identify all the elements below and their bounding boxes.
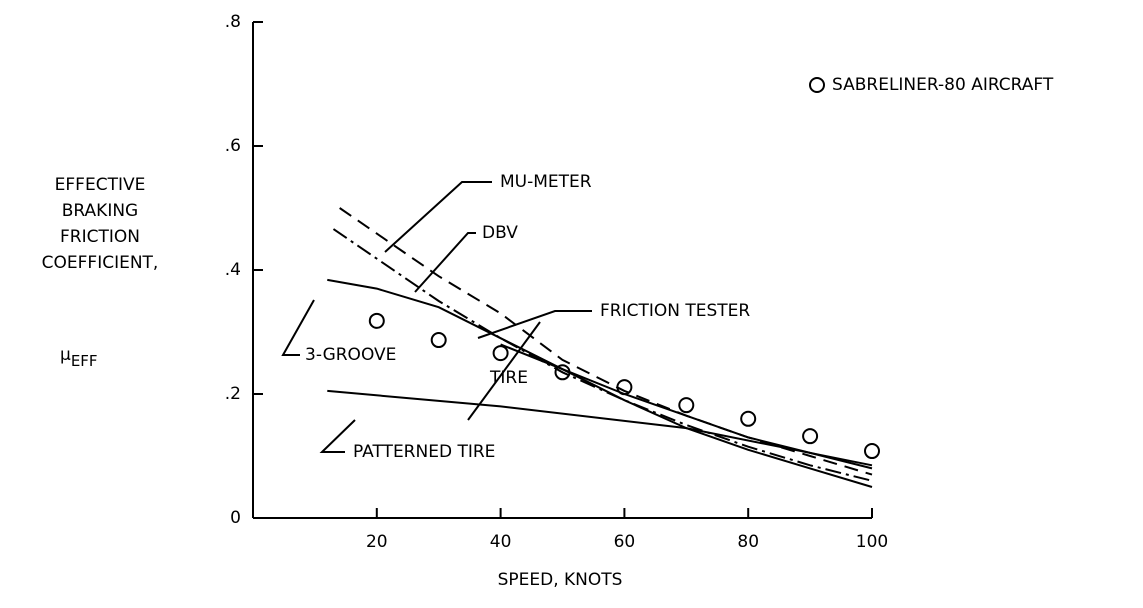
annotation: DBV xyxy=(482,223,518,243)
data-point xyxy=(864,443,880,460)
y-axis-subscript: EFF xyxy=(71,352,98,370)
y-tick-label: .8 xyxy=(225,12,241,32)
leader-line xyxy=(477,310,592,339)
data-point xyxy=(802,428,819,445)
data-point xyxy=(678,397,695,414)
leader-line xyxy=(281,299,315,356)
leader-line xyxy=(467,321,541,421)
annotation: TIRE xyxy=(489,368,528,388)
line-series xyxy=(339,207,873,476)
data-point xyxy=(368,312,385,329)
data-point xyxy=(430,332,447,349)
annotation: PATTERNED TIRE xyxy=(353,442,495,462)
x-tick-label: 100 xyxy=(856,532,888,552)
x-axis-label: SPEED, KNOTS xyxy=(498,570,623,590)
data-point xyxy=(740,410,757,427)
y-axis-label: BRAKING xyxy=(62,201,138,221)
leader-line xyxy=(319,419,356,453)
line-series xyxy=(500,343,873,470)
y-axis-label: FRICTION xyxy=(60,227,140,247)
y-tick-label: 0 xyxy=(230,508,241,528)
y-tick-label: .4 xyxy=(225,260,241,280)
y-axis-symbol-mu: μ xyxy=(60,345,71,365)
annotation: MU-METER xyxy=(500,172,592,192)
leader-line xyxy=(384,181,492,253)
y-axis-symbol: μEFF xyxy=(60,345,98,370)
leader-line xyxy=(414,232,476,293)
annotation: FRICTION TESTER xyxy=(600,301,750,321)
y-tick-label: .2 xyxy=(225,384,241,404)
annotation: 3-GROOVE xyxy=(305,345,396,365)
x-tick-label: 60 xyxy=(614,532,636,552)
line-series xyxy=(332,228,873,482)
line-series xyxy=(327,389,873,467)
data-point xyxy=(492,345,509,362)
legend-label: SABRELINER-80 AIRCRAFT xyxy=(832,75,1054,95)
y-axis-label: EFFECTIVE xyxy=(55,175,146,195)
line-series xyxy=(327,278,873,488)
x-tick-label: 80 xyxy=(737,532,759,552)
y-axis-label: COEFFICIENT, xyxy=(42,253,159,273)
x-tick-label: 20 xyxy=(366,532,388,552)
y-tick-label: .6 xyxy=(225,136,241,156)
legend-marker xyxy=(809,77,825,93)
x-tick-label: 40 xyxy=(490,532,512,552)
